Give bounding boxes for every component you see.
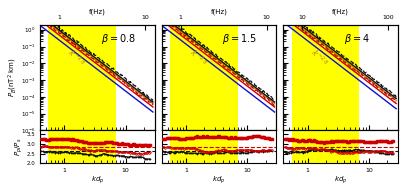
X-axis label: $kd_p$: $kd_p$ bbox=[91, 175, 104, 186]
Y-axis label: $P_B$(nT$^2$ km): $P_B$(nT$^2$ km) bbox=[7, 58, 19, 97]
Bar bbox=[170, 25, 238, 130]
Text: $\beta=4$: $\beta=4$ bbox=[344, 32, 370, 46]
X-axis label: f(Hz): f(Hz) bbox=[89, 8, 106, 15]
Text: $k^{-2.8}$: $k^{-2.8}$ bbox=[187, 46, 209, 69]
Bar bbox=[170, 130, 238, 163]
Bar bbox=[48, 25, 116, 130]
Y-axis label: $P_p/P_s$: $P_p/P_s$ bbox=[14, 138, 25, 156]
Text: $k^{-2.8}$: $k^{-2.8}$ bbox=[308, 46, 330, 69]
Bar bbox=[292, 130, 359, 163]
X-axis label: f(Hz): f(Hz) bbox=[210, 8, 228, 15]
Bar bbox=[48, 130, 116, 163]
Text: $\beta=0.8$: $\beta=0.8$ bbox=[101, 32, 136, 46]
Bar bbox=[292, 25, 359, 130]
X-axis label: $kd_p$: $kd_p$ bbox=[334, 175, 347, 186]
Text: $k^{-2.8}$: $k^{-2.8}$ bbox=[65, 46, 87, 69]
X-axis label: $kd_p$: $kd_p$ bbox=[212, 175, 226, 186]
X-axis label: f(Hz): f(Hz) bbox=[332, 8, 349, 15]
Text: $\beta=1.5$: $\beta=1.5$ bbox=[222, 32, 257, 46]
